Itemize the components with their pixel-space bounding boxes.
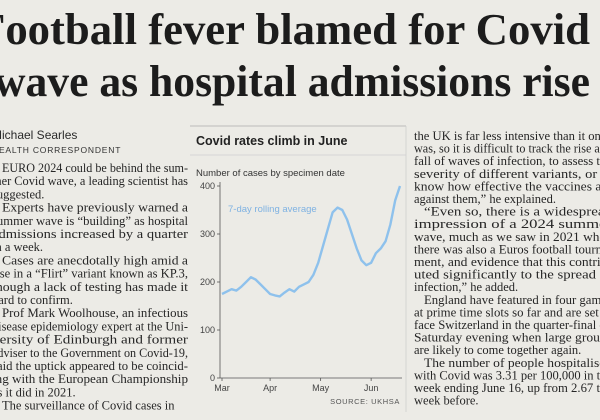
body-line: Experts have previously warned a (2, 201, 188, 215)
body-line: uted significantly to the spread of (414, 268, 600, 282)
chart-source: SOURCE: UKHSA (330, 397, 400, 406)
body-line: mer Covid wave, a leading scientist has (0, 174, 188, 188)
chart-subtitle: Number of cases by specimen date (196, 168, 345, 179)
chart-annotation: 7-day rolling average (228, 204, 317, 215)
body-line: Cases are anecdotally high amid a (2, 253, 188, 267)
body-line: at prime time slots so far and are set t… (414, 305, 600, 319)
body-line: fall of waves of infection, to assess th… (414, 154, 600, 168)
body-line: adviser to the Government on Covid-19, (0, 346, 188, 360)
body-line: versity of Edinburgh and former (0, 333, 189, 347)
y-tick-label: 100 (200, 325, 215, 335)
body-line: infection,” he added. (414, 280, 518, 294)
body-line: against them,” he explained. (414, 192, 556, 206)
line-series (221, 185, 402, 298)
body-line: there was also a Euros football tourna- (414, 242, 600, 256)
body-line: was, so it is difficult to track the ris… (414, 142, 600, 156)
y-tick-label: 300 (200, 229, 215, 239)
body-line: ment, and evidence that this contrib- (414, 255, 600, 269)
body-line: summer wave is “building” as hospital (0, 214, 189, 228)
body-line: admissions increased by a quarter (0, 227, 189, 241)
body-line: suggested. (0, 187, 44, 201)
body-line: the UK is far less intensive than it onc… (414, 129, 600, 143)
body-line: as it did in 2021. (0, 385, 76, 399)
body-line: impression of a 2024 summer (414, 217, 600, 231)
body-line: ing with the European Championship (0, 372, 188, 386)
body-line: Prof Mark Woolhouse, an infectious (2, 306, 188, 320)
y-tick-label: 400 (200, 181, 215, 191)
body-line: disease epidemiology expert at the Uni- (0, 319, 188, 333)
body-line: rise in a “Flirt” variant known as KP.3, (0, 267, 188, 281)
body-line: wave, much as we saw in 2021 when (414, 230, 600, 244)
body-line: are likely to come together again. (414, 343, 581, 357)
y-tick-label: 0 (210, 373, 215, 383)
body-line: severity of different variants, or to (414, 167, 600, 181)
headline-line: Football fever blamed for Covid (0, 5, 590, 54)
body-line: “Even so, there is a widespread (424, 205, 600, 219)
body-line: England have featured in four games (424, 293, 600, 307)
body-line: hard to confirm. (0, 293, 73, 307)
body-line: in a week. (0, 240, 43, 254)
y-tick-label: 200 (200, 277, 215, 287)
body-line: The number of people hospitalised (424, 356, 600, 370)
body-line: EURO 2024 could be behind the sum- (2, 161, 188, 175)
x-tick-label: Apr (263, 383, 277, 393)
x-tick-label: May (312, 383, 330, 393)
body-line: Saturday evening when large groups (414, 331, 600, 345)
body-line: The surveillance of Covid cases in (2, 399, 175, 413)
chart-title: Covid rates climb in June (196, 134, 347, 148)
x-tick-label: Mar (214, 383, 230, 393)
body-line: with Covid was 3.31 per 100,000 in the (414, 368, 600, 382)
headline-line: wave as hospital admissions rise (0, 57, 590, 106)
body-line: though a lack of testing has made it (0, 280, 189, 294)
x-tick-label: Jun (364, 383, 379, 393)
body-line: know how effective the vaccines are (414, 179, 600, 193)
body-line: face Switzerland in the quarter-final on (414, 318, 600, 332)
body-line: week before. (414, 394, 479, 408)
body-line: said the uptick appeared to be coincid- (0, 359, 188, 373)
body-line: week ending June 16, up from 2.67 the (414, 381, 600, 395)
byline-author: Michael Searles (0, 128, 77, 142)
byline-role: HEALTH CORRESPONDENT (0, 145, 121, 155)
